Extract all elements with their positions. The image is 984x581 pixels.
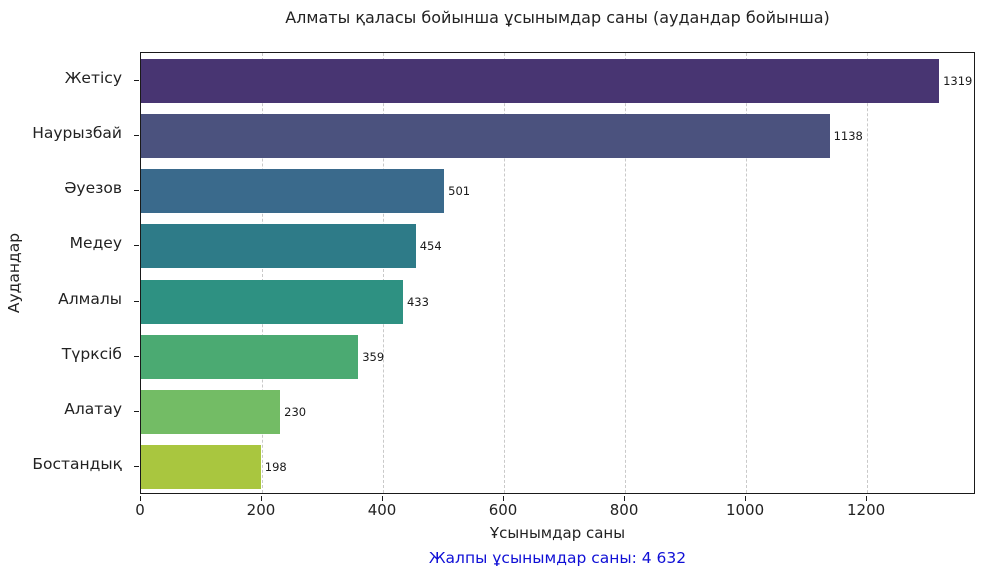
bar-Алмалы: [141, 279, 403, 324]
gridline-x-800: [625, 53, 627, 493]
x-tick-label-800: 800: [609, 501, 639, 519]
x-tick-label-1000: 1000: [725, 501, 765, 519]
bar-value-label-Алатау: 230: [284, 405, 307, 420]
x-tick-mark-800: [624, 495, 626, 501]
y-tick-mark-Түрксіб: [133, 355, 139, 357]
gridline-x-600: [504, 53, 506, 493]
x-tick-mark-0: [140, 495, 141, 501]
x-tick-mark-200: [261, 495, 262, 501]
y-tick-mark-Жетісу: [133, 79, 139, 81]
category-label-Бостандық: Бостандық: [32, 455, 122, 474]
bar-value-label-Әуезов: 501: [448, 184, 471, 199]
x-tick-label-400: 400: [367, 501, 397, 519]
bar-value-label-Медеу: 454: [419, 239, 442, 254]
x-tick-mark-1000: [745, 495, 747, 501]
chart-title: Алматы қаласы бойынша ұсынымдар саны (ау…: [285, 8, 830, 27]
y-tick-mark-Әуезов: [133, 190, 139, 192]
category-label-Әуезов: Әуезов: [64, 179, 122, 198]
category-label-Медеу: Медеу: [69, 234, 122, 253]
bar-Наурызбай: [141, 113, 830, 158]
bar-value-label-Бостандық: 198: [264, 460, 287, 475]
gridline-x-1000: [746, 53, 748, 493]
category-label-Алмалы: Алмалы: [58, 289, 122, 308]
y-tick-mark-Алмалы: [133, 300, 139, 302]
bar-Жетісу: [141, 58, 940, 103]
y-tick-mark-Алатау: [133, 411, 139, 413]
x-tick-mark-600: [503, 495, 505, 501]
x-axis-title: Ұсынымдар саны: [489, 524, 626, 542]
category-label-Наурызбай: Наурызбай: [32, 123, 122, 142]
bar-Әуезов: [141, 169, 445, 214]
x-tick-mark-400: [382, 495, 384, 501]
x-tick-label-200: 200: [246, 501, 276, 519]
y-tick-mark-Медеу: [133, 245, 139, 247]
category-label-Түрксіб: Түрксіб: [61, 344, 122, 363]
x-tick-label-1200: 1200: [846, 501, 886, 519]
x-tick-label-0: 0: [135, 501, 145, 519]
bar-Түрксіб: [141, 334, 359, 379]
bar-Медеу: [141, 224, 416, 269]
bar-value-label-Жетісу: 1319: [943, 73, 973, 88]
y-tick-mark-Бостандық: [133, 466, 139, 468]
gridline-x-1200: [867, 53, 869, 493]
plot-area: 1319 1138 501 454 433 359 230 198: [140, 52, 975, 494]
category-label-Алатау: Алатау: [64, 400, 122, 419]
y-tick-mark-Наурызбай: [133, 134, 139, 136]
category-label-Жетісу: Жетісу: [64, 68, 122, 87]
bar-value-label-Алмалы: 433: [406, 294, 429, 309]
bar-value-label-Түрксіб: 359: [362, 349, 385, 364]
bar-Бостандық: [141, 445, 261, 490]
bar-value-label-Наурызбай: 1138: [833, 128, 863, 143]
x-tick-mark-1200: [866, 495, 868, 501]
total-recommendations-footer: Жалпы ұсынымдар саны: 4 632: [428, 549, 687, 567]
gridline-x-200: [262, 53, 263, 493]
y-axis-category-labels: Жетісу Наурызбай Әуезов Медеу Алмалы Түрксіб А…: [0, 52, 132, 494]
x-tick-label-600: 600: [488, 501, 518, 519]
bar-Алатау: [141, 390, 281, 435]
gridline-x-400: [383, 53, 385, 493]
